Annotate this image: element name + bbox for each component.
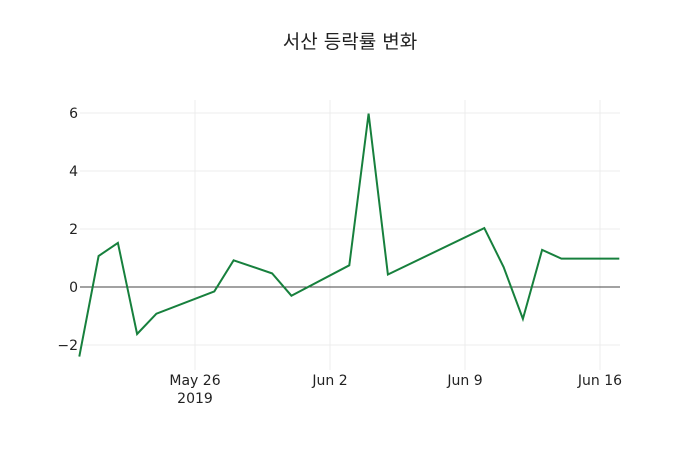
x-tick-jun-16: Jun 16 [577,373,622,389]
x-tick-may-26: May 26 [169,373,220,389]
y-tick-4: 4 [69,164,78,180]
series-line [78,113,620,357]
y-tick-2: 2 [69,222,78,238]
x-tick-jun-9: Jun 9 [446,373,482,389]
x-tick-jun-2: Jun 2 [311,373,347,389]
x-tick-year: 2019 [177,391,213,407]
y-axis: 6 4 2 0 −2 [57,106,78,354]
y-tick-0: 0 [69,280,78,296]
y-tick-6: 6 [69,106,78,122]
chart-title: 서산 등락률 변화 [283,31,417,53]
x-axis: May 26 2019 Jun 2 Jun 9 Jun 16 [169,373,622,407]
grid-lines [80,100,620,370]
y-tick-minus-2: −2 [57,338,78,354]
